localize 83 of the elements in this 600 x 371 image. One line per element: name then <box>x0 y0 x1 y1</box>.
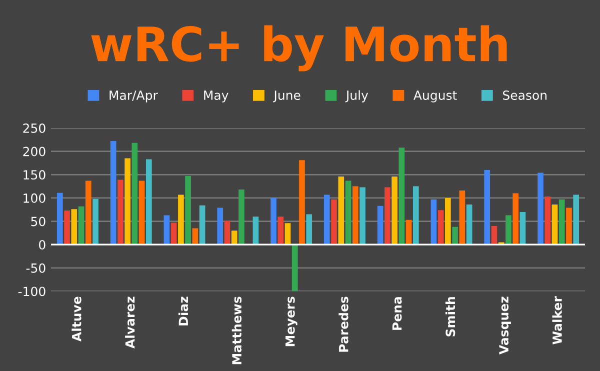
bar <box>558 199 565 245</box>
bar <box>138 180 145 245</box>
bar <box>506 215 512 245</box>
bar <box>78 206 84 245</box>
legend-label: August <box>414 90 457 102</box>
x-tick-label: Meyers <box>286 296 298 346</box>
bar <box>430 199 437 245</box>
bar <box>406 220 412 245</box>
x-tick-label: Matthews <box>232 296 242 364</box>
bar <box>552 204 558 245</box>
x-tick-label: Pena <box>392 297 402 330</box>
bar <box>392 176 398 245</box>
bar <box>398 148 405 245</box>
bar <box>56 192 63 245</box>
y-tick-label: 100 <box>24 193 46 203</box>
bar <box>445 198 451 245</box>
bar <box>252 216 259 245</box>
bar <box>459 190 466 245</box>
bar <box>292 244 298 292</box>
x-tick-label: Diaz <box>178 296 188 326</box>
bar <box>299 160 305 245</box>
bar <box>132 142 138 245</box>
x-tick-label: Vasquez <box>499 296 511 354</box>
bar <box>438 210 444 245</box>
x-tick-label: Paredes <box>338 296 348 352</box>
bar <box>71 209 78 245</box>
bar <box>538 172 544 245</box>
y-tick-label: -100 <box>18 286 46 296</box>
bar <box>573 194 580 245</box>
bar <box>512 193 518 245</box>
y-tick-label: 250 <box>23 123 46 133</box>
y-tick-label: -50 <box>26 263 46 273</box>
bar <box>324 194 330 245</box>
bar <box>199 205 206 245</box>
bar <box>284 223 291 245</box>
bar <box>484 170 490 245</box>
bar <box>544 196 551 245</box>
bar <box>338 176 344 245</box>
x-tick-label: Altuve <box>72 296 82 342</box>
y-tick-label: 150 <box>24 170 46 180</box>
bar <box>92 198 98 245</box>
chart-title: wRC+ by Month <box>91 25 507 72</box>
bar <box>164 215 170 245</box>
bar <box>466 204 472 245</box>
bar <box>118 180 124 245</box>
bar <box>64 210 70 245</box>
bar <box>124 158 130 245</box>
bar <box>238 190 244 245</box>
bar <box>185 176 191 245</box>
bar <box>566 208 572 245</box>
bar <box>270 198 276 245</box>
y-tick-label: 0 <box>39 240 46 250</box>
legend-label: Mar/Apr <box>110 90 158 102</box>
bar <box>224 220 230 245</box>
bar <box>520 212 526 245</box>
legend-label: June <box>273 90 300 102</box>
bar <box>345 180 352 245</box>
bar <box>452 226 458 245</box>
legend-label: May <box>204 90 228 102</box>
x-tick-label: Walker <box>552 296 562 344</box>
bar <box>331 199 337 245</box>
y-tick-label: 200 <box>23 146 46 156</box>
y-tick-label: 50 <box>31 216 46 226</box>
bar <box>110 141 116 245</box>
bar <box>231 230 238 245</box>
bar <box>192 228 198 245</box>
bar <box>278 216 284 245</box>
bar <box>170 222 177 245</box>
bar <box>306 214 312 245</box>
bar <box>352 186 358 245</box>
bar <box>146 159 152 245</box>
bar <box>178 194 184 245</box>
bar <box>384 187 390 245</box>
bar <box>491 226 498 245</box>
x-tick-label: Smith <box>445 297 456 336</box>
bar <box>360 187 366 245</box>
legend-label: Season <box>502 90 546 100</box>
x-tick-label: Alvarez <box>125 296 135 348</box>
bar <box>412 186 419 245</box>
bar <box>217 208 224 245</box>
bar <box>377 206 384 245</box>
legend-label: July <box>345 90 368 102</box>
bar <box>85 180 92 245</box>
